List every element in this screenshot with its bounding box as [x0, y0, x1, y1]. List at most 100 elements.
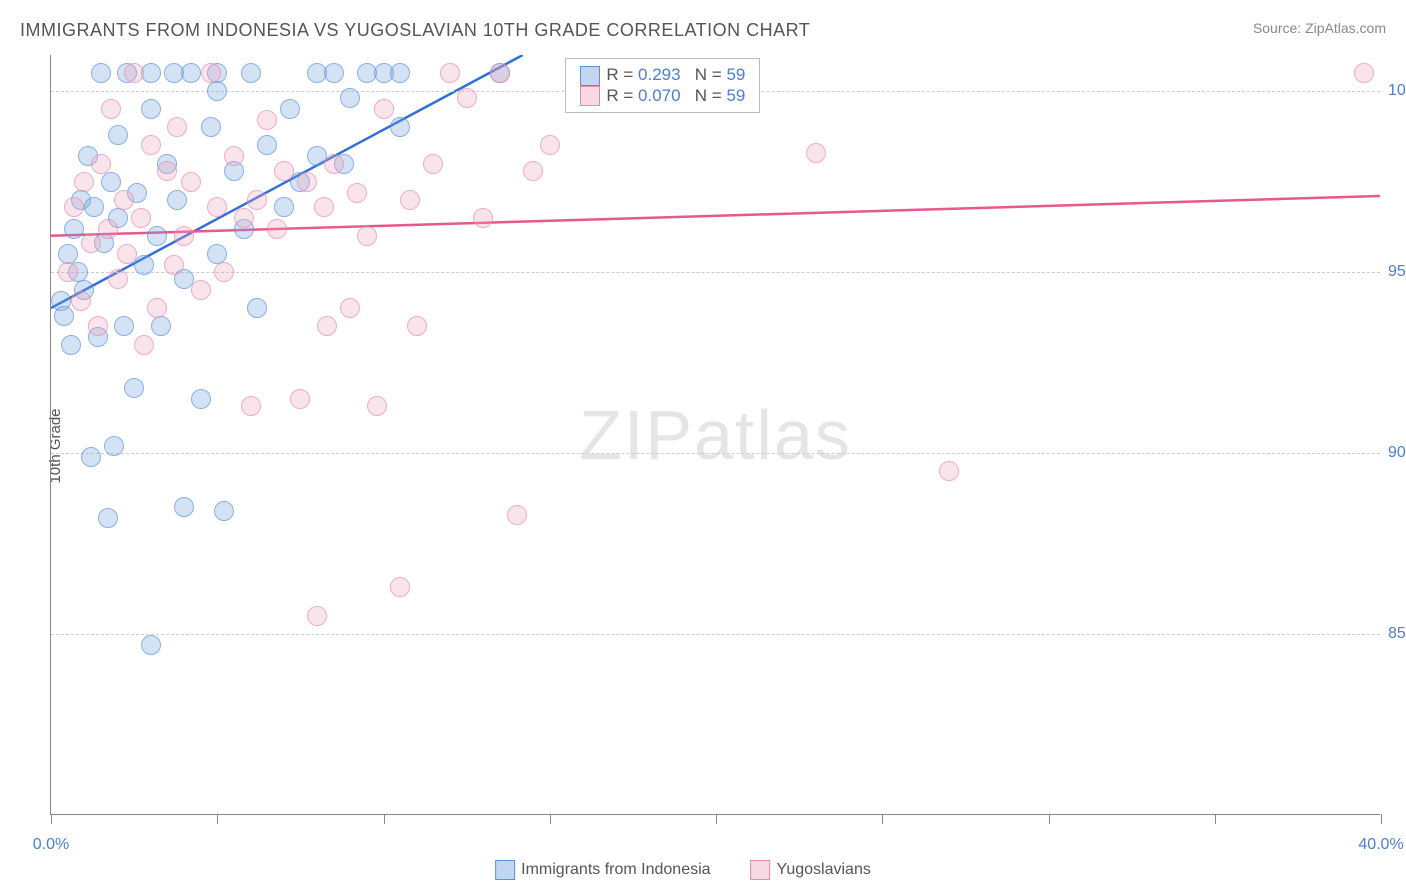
data-point: [98, 508, 118, 528]
data-point: [141, 99, 161, 119]
data-point: [114, 316, 134, 336]
data-point: [98, 219, 118, 239]
legend-r-label: R =: [606, 86, 633, 105]
data-point: [214, 501, 234, 521]
data-point: [247, 298, 267, 318]
data-point: [134, 335, 154, 355]
gridline-h: [51, 272, 1380, 273]
x-tick: [217, 814, 218, 824]
legend-swatch: [580, 66, 600, 86]
legend-r-label: R =: [606, 65, 633, 84]
data-point: [523, 161, 543, 181]
data-point: [58, 244, 78, 264]
legend-swatch: [495, 860, 515, 880]
x-tick: [1215, 814, 1216, 824]
plot-area: ZIPatlas 85.0%90.0%95.0%100.0%0.0%40.0%: [50, 55, 1380, 815]
data-point: [88, 316, 108, 336]
data-point: [101, 172, 121, 192]
data-point: [64, 219, 84, 239]
data-point: [174, 497, 194, 517]
data-point: [207, 197, 227, 217]
data-point: [174, 226, 194, 246]
data-point: [400, 190, 420, 210]
legend-n-value: 59: [726, 86, 745, 105]
legend-bottom: Immigrants from Indonesia Yugoslavians: [495, 860, 911, 880]
data-point: [340, 298, 360, 318]
data-point: [324, 63, 344, 83]
data-point: [507, 505, 527, 525]
x-tick: [1049, 814, 1050, 824]
legend-item: Yugoslavians: [751, 861, 871, 878]
data-point: [939, 461, 959, 481]
data-point: [164, 255, 184, 275]
legend-r-value: 0.293: [638, 65, 681, 84]
data-point: [104, 436, 124, 456]
y-tick-label: 85.0%: [1386, 625, 1406, 643]
data-point: [54, 306, 74, 326]
data-point: [191, 280, 211, 300]
data-point: [490, 63, 510, 83]
data-point: [274, 161, 294, 181]
source-label: Source: ZipAtlas.com: [1253, 20, 1386, 36]
legend-n-value: 59: [726, 65, 745, 84]
data-point: [74, 172, 94, 192]
data-point: [81, 447, 101, 467]
legend-swatch: [580, 86, 600, 106]
data-point: [473, 208, 493, 228]
data-point: [440, 63, 460, 83]
data-point: [247, 190, 267, 210]
y-tick-label: 95.0%: [1386, 263, 1406, 281]
data-point: [117, 244, 137, 264]
data-point: [191, 389, 211, 409]
data-point: [241, 63, 261, 83]
data-point: [457, 88, 477, 108]
data-point: [267, 219, 287, 239]
data-point: [207, 244, 227, 264]
x-tick-label: 40.0%: [1358, 836, 1403, 854]
data-point: [91, 63, 111, 83]
data-point: [167, 117, 187, 137]
x-tick-label: 0.0%: [33, 836, 69, 854]
data-point: [224, 146, 244, 166]
data-point: [357, 226, 377, 246]
data-point: [407, 316, 427, 336]
data-point: [134, 255, 154, 275]
data-point: [1354, 63, 1374, 83]
gridline-h: [51, 453, 1380, 454]
data-point: [324, 154, 344, 174]
data-point: [314, 197, 334, 217]
data-point: [108, 125, 128, 145]
data-point: [347, 183, 367, 203]
watermark: ZIPatlas: [579, 395, 852, 475]
data-point: [131, 208, 151, 228]
data-point: [214, 262, 234, 282]
data-point: [390, 117, 410, 137]
data-point: [124, 378, 144, 398]
x-tick: [51, 814, 52, 824]
watermark-atlas: atlas: [694, 396, 852, 474]
x-tick: [550, 814, 551, 824]
data-point: [157, 161, 177, 181]
data-point: [806, 143, 826, 163]
legend-swatch: [751, 860, 771, 880]
data-point: [151, 316, 171, 336]
data-point: [234, 208, 254, 228]
x-tick: [384, 814, 385, 824]
gridline-h: [51, 634, 1380, 635]
data-point: [114, 190, 134, 210]
data-point: [207, 81, 227, 101]
data-point: [307, 606, 327, 626]
data-point: [367, 396, 387, 416]
data-point: [390, 63, 410, 83]
legend-label: Immigrants from Indonesia: [521, 861, 710, 878]
watermark-zip: ZIP: [579, 396, 694, 474]
legend-r-value: 0.070: [638, 86, 681, 105]
legend-n-label: N =: [695, 86, 722, 105]
legend-row: R = 0.070 N = 59: [580, 86, 745, 107]
data-point: [58, 262, 78, 282]
data-point: [81, 233, 101, 253]
legend-n-label: N =: [695, 65, 722, 84]
data-point: [101, 99, 121, 119]
data-point: [124, 63, 144, 83]
y-tick-label: 90.0%: [1386, 444, 1406, 462]
